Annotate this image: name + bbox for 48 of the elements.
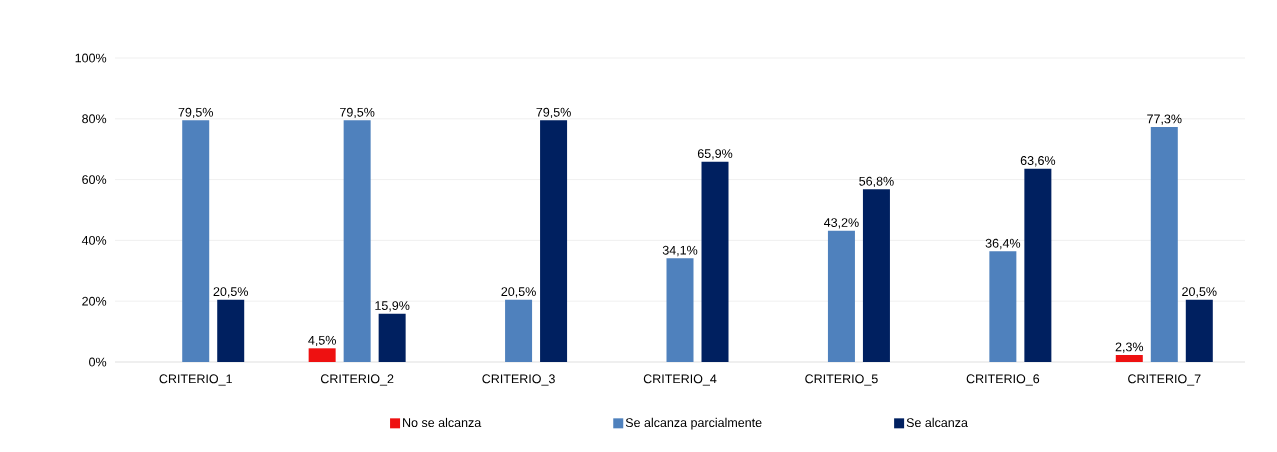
data-label: 20,5% bbox=[1182, 287, 1217, 298]
bar bbox=[666, 258, 694, 362]
data-label: 34,1% bbox=[662, 245, 698, 257]
bar bbox=[343, 120, 371, 362]
data-label: 15,9% bbox=[375, 301, 410, 312]
x-tick-label: CRITERIO_1 bbox=[159, 374, 232, 386]
data-label: 56,8% bbox=[859, 176, 894, 188]
x-tick-label: CRITERIO_2 bbox=[320, 374, 394, 386]
data-label: 36,4% bbox=[985, 238, 1021, 250]
y-tick-label: 80% bbox=[82, 114, 107, 124]
data-label: 20,5% bbox=[501, 287, 536, 298]
y-tick-label: 20% bbox=[82, 296, 107, 306]
data-label: 77,3% bbox=[1147, 114, 1182, 125]
bar bbox=[862, 189, 890, 362]
data-label: 2,3% bbox=[1115, 342, 1144, 353]
bar bbox=[989, 251, 1017, 362]
legend-label: No se alcanza bbox=[403, 417, 482, 428]
data-label: 79,5% bbox=[340, 107, 375, 119]
data-label: 65,9% bbox=[697, 149, 733, 160]
bar bbox=[182, 120, 210, 362]
y-tick-label: 40% bbox=[81, 235, 107, 245]
data-label: 43,2% bbox=[823, 218, 859, 229]
y-tick-label: 60% bbox=[82, 175, 107, 185]
data-label: 79,5% bbox=[536, 107, 571, 119]
data-label: 79,5% bbox=[178, 107, 213, 119]
legend-label: Se alcanza parcialmente bbox=[625, 417, 762, 430]
x-tick-label: CRITERIO_7 bbox=[1128, 374, 1201, 386]
x-tick-label: CRITERIO_3 bbox=[482, 374, 555, 386]
data-label: 63,6% bbox=[1020, 156, 1056, 167]
bar bbox=[378, 313, 406, 362]
y-tick-label: 100% bbox=[75, 53, 107, 63]
x-tick-label: CRITERIO_6 bbox=[966, 374, 1040, 386]
data-label: 20,5% bbox=[213, 287, 248, 298]
bar bbox=[701, 161, 729, 362]
bar bbox=[1024, 168, 1052, 362]
y-tick-label: 0% bbox=[89, 357, 107, 367]
bar bbox=[217, 299, 245, 362]
bar bbox=[827, 230, 855, 362]
data-label: 4,5% bbox=[308, 335, 336, 347]
bar bbox=[505, 299, 533, 362]
bar bbox=[540, 120, 568, 362]
legend-label: Se alcanza bbox=[906, 417, 968, 428]
bar bbox=[1115, 355, 1143, 362]
bar bbox=[1185, 299, 1213, 362]
x-tick-label: CRITERIO_5 bbox=[805, 374, 878, 386]
x-tick-label: CRITERIO_4 bbox=[643, 374, 717, 386]
bar bbox=[1150, 127, 1178, 362]
bar bbox=[308, 348, 336, 362]
